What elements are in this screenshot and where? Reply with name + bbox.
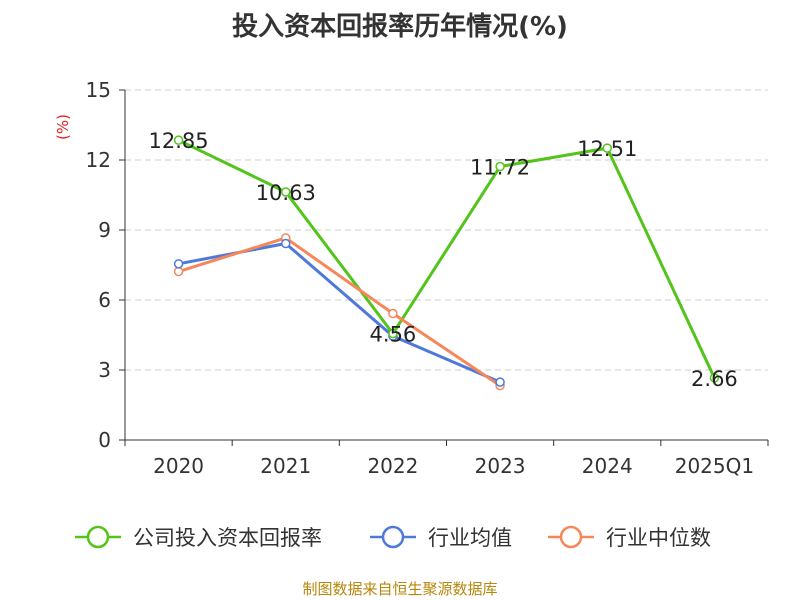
data-point: [388, 308, 398, 319]
legend-label: 公司投入资本回报率: [133, 526, 322, 550]
y-tick-label: 9: [98, 218, 111, 242]
data-label: 10.63: [256, 181, 316, 205]
legend-item[interactable]: 公司投入资本回报率: [75, 525, 322, 550]
data-label: 4.56: [370, 323, 417, 347]
source-note: 制图数据来自恒生聚源数据库: [302, 580, 498, 598]
y-tick-label: 3: [98, 358, 111, 382]
y-tick-label: 6: [98, 288, 111, 312]
y-tick-label: 0: [98, 428, 111, 452]
data-point: [495, 377, 505, 387]
y-tick-label: 12: [86, 148, 111, 172]
y-tick-label: 15: [86, 78, 111, 102]
legend-marker: [86, 525, 110, 549]
data-label: 2.66: [691, 367, 738, 391]
data-point: [709, 373, 720, 383]
x-tick-label: 2024: [582, 454, 633, 478]
legend-item[interactable]: 行业中位数: [548, 525, 711, 550]
data-point: [281, 187, 291, 197]
y-axis-label: (%): [54, 114, 72, 140]
legend-label: 行业均值: [428, 526, 512, 550]
legend-marker: [559, 525, 583, 549]
x-tick-label: 2020: [153, 454, 204, 478]
data-point: [173, 266, 184, 277]
data-point: [281, 238, 291, 249]
data-label: 11.72: [470, 156, 530, 180]
data-label: 12.85: [149, 129, 209, 153]
legend-marker: [381, 525, 405, 549]
data-point: [495, 161, 505, 172]
legend-item[interactable]: 行业均值: [370, 525, 512, 550]
x-tick-label: 2022: [367, 454, 418, 478]
data-label: 12.51: [577, 137, 637, 161]
x-tick-label: 2025Q1: [675, 454, 754, 478]
series-line: [178, 236, 501, 387]
data-point: [173, 135, 184, 145]
data-point: [602, 143, 612, 153]
data-point: [173, 259, 184, 269]
legend-label: 行业中位数: [606, 526, 711, 550]
x-tick-label: 2021: [260, 454, 311, 478]
data-point: [388, 328, 398, 339]
chart-title: 投入资本回报率历年情况(%): [232, 12, 568, 42]
x-tick-label: 2023: [475, 454, 526, 478]
series-line: [177, 138, 716, 379]
